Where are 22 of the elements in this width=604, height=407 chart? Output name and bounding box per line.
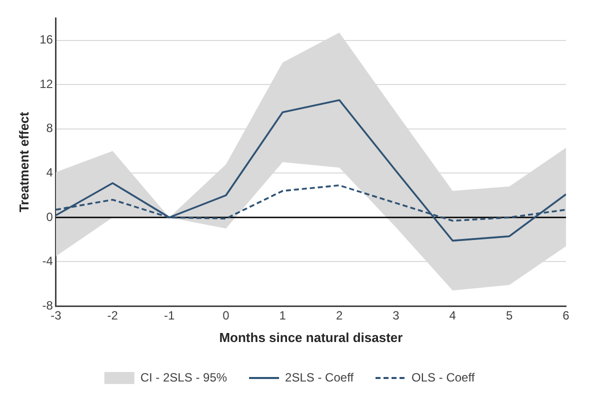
x-tick-label: 1 <box>279 308 286 323</box>
x-tick-label: -2 <box>107 308 118 323</box>
x-tick-label: 0 <box>222 308 230 323</box>
y-tick-label: 8 <box>46 121 54 136</box>
x-tick-label: 2 <box>336 308 343 323</box>
x-tick-label: 5 <box>506 308 513 323</box>
y-tick-label: 16 <box>40 32 54 47</box>
x-tick-label: 4 <box>449 308 456 323</box>
x-tick-label: 6 <box>562 308 570 323</box>
y-tick-label: 0 <box>46 210 54 224</box>
x-tick-label: -3 <box>50 308 62 323</box>
y-axis-title: Treatment effect <box>16 111 32 212</box>
y-tick-label: -8 <box>42 298 54 312</box>
x-tick-label: -1 <box>164 308 175 323</box>
legend-label: CI - 2SLS - 95% <box>140 370 228 384</box>
y-tick-label: 4 <box>46 165 54 180</box>
x-tick-label: 3 <box>392 308 400 323</box>
legend-label: OLS - Coeff <box>412 370 476 384</box>
y-tick-label: -4 <box>42 254 54 268</box>
y-tick-label: 12 <box>40 76 54 91</box>
x-axis-title: Months since natural disaster <box>219 330 403 345</box>
legend-label: 2SLS - Coeff <box>285 370 354 384</box>
